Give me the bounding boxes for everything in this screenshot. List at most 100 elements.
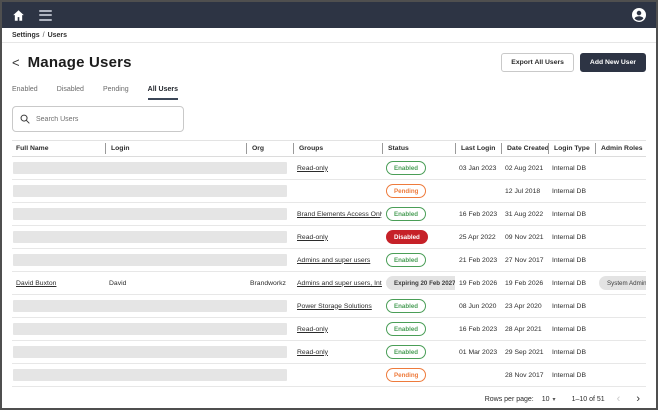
breadcrumb-users-link[interactable]: Users xyxy=(47,32,68,39)
cell-status: Expiring 20 Feb 2027 xyxy=(382,276,455,290)
cell-status: Enabled xyxy=(382,299,455,313)
redacted-user-bar xyxy=(12,323,293,335)
rows-per-page-select[interactable]: 10 ▾ xyxy=(542,396,556,403)
cell-date-created: 12 Jul 2018 xyxy=(505,187,541,195)
cell-status: Disabled xyxy=(382,230,455,244)
user-groups-link[interactable]: Admins and super users xyxy=(297,256,371,264)
cell-login-type: Internal DB xyxy=(552,233,587,241)
status-badge: Disabled xyxy=(386,230,428,244)
next-page-button[interactable]: › xyxy=(636,393,640,405)
column-header-org[interactable]: Org xyxy=(246,143,293,154)
cell-status: Pending xyxy=(382,184,455,198)
users-table: Full Name Login Org Groups Status Last L… xyxy=(12,140,646,387)
cell-groups: Power Storage Solutions xyxy=(293,303,382,310)
pagination-bar: Rows per page: 10 ▾ 1–10 of 51 ‹ › xyxy=(2,387,656,408)
cell-last-login: 19 Feb 2026 xyxy=(459,279,498,287)
cell-login-type: Internal DB xyxy=(552,187,587,195)
table-row: David Buxton David Brandworkz Admins and… xyxy=(12,272,646,295)
column-header-groups[interactable]: Groups xyxy=(293,143,382,154)
column-header-admin-roles[interactable]: Admin Roles xyxy=(595,143,646,154)
status-badge: Enabled xyxy=(386,345,427,359)
status-badge: Pending xyxy=(386,184,427,198)
table-row: Admins and super users Enabled 21 Feb 20… xyxy=(12,249,646,272)
redacted-user-bar xyxy=(12,300,293,312)
status-badge: Enabled xyxy=(386,322,427,336)
redacted-user-bar xyxy=(12,185,293,197)
cell-admin-roles: System Admin xyxy=(595,276,646,290)
status-badge: Enabled xyxy=(386,253,427,267)
search-box[interactable] xyxy=(12,106,184,132)
column-header-login[interactable]: Login xyxy=(105,143,246,154)
cell-date-created: 28 Apr 2021 xyxy=(505,325,542,333)
cell-login-type: Internal DB xyxy=(552,256,587,264)
cell-date-created: 28 Nov 2017 xyxy=(505,371,544,379)
table-row: Pending 28 Nov 2017 Internal DB xyxy=(12,364,646,387)
column-header-full-name[interactable]: Full Name xyxy=(16,145,49,152)
tab-pending[interactable]: Pending xyxy=(102,86,129,93)
cell-status: Enabled xyxy=(382,322,455,336)
rows-per-page-label: Rows per page: xyxy=(484,396,534,403)
redacted-user-bar xyxy=(12,162,293,174)
cell-date-created: 29 Sep 2021 xyxy=(505,348,544,356)
cell-org: Brandworkz xyxy=(250,279,286,287)
user-groups-link[interactable]: Read-only xyxy=(297,164,328,172)
user-groups-link[interactable]: Read-only xyxy=(297,325,328,333)
cell-date-created: 31 Aug 2022 xyxy=(505,210,544,218)
breadcrumb-settings-link[interactable]: Settings xyxy=(12,32,40,39)
table-row: Read-only Enabled 01 Mar 2023 29 Sep 202… xyxy=(12,341,646,364)
export-all-users-button[interactable]: Export All Users xyxy=(501,53,574,72)
admin-role-badge: System Admin xyxy=(599,276,646,290)
user-groups-link[interactable]: Brand Elements Access Only xyxy=(297,210,382,218)
page-header: < Manage Users Export All Users Add New … xyxy=(2,43,656,78)
cell-status: Enabled xyxy=(382,207,455,221)
table-body: Read-only Enabled 03 Jan 2023 02 Aug 202… xyxy=(12,157,646,387)
column-header-status[interactable]: Status xyxy=(382,143,455,154)
table-row: Power Storage Solutions Enabled 08 Jun 2… xyxy=(12,295,646,318)
cell-last-login: 21 Feb 2023 xyxy=(459,256,498,264)
cell-login-type: Internal DB xyxy=(552,348,587,356)
user-name-link[interactable]: David Buxton xyxy=(16,279,57,287)
rows-per-page-value: 10 xyxy=(541,396,550,403)
cell-status: Pending xyxy=(382,368,455,382)
account-icon[interactable] xyxy=(632,8,646,22)
user-groups-link[interactable]: Power Storage Solutions xyxy=(297,302,372,310)
home-icon[interactable] xyxy=(12,9,25,22)
cell-last-login: 16 Feb 2023 xyxy=(459,210,498,218)
cell-groups: Brand Elements Access Only xyxy=(293,211,382,218)
add-new-user-button[interactable]: Add New User xyxy=(579,53,646,72)
cell-full-name: David Buxton xyxy=(12,280,105,287)
top-navigation-bar xyxy=(2,2,656,28)
table-row: Pending 12 Jul 2018 Internal DB xyxy=(12,180,646,203)
search-icon xyxy=(20,114,30,124)
cell-groups: Admins and super users xyxy=(293,257,382,264)
user-groups-link[interactable]: Read-only xyxy=(297,233,328,241)
column-header-date-created[interactable]: Date Created xyxy=(501,143,548,154)
redacted-user-bar xyxy=(12,346,293,358)
prev-page-button[interactable]: ‹ xyxy=(616,393,621,405)
redacted-user-bar xyxy=(12,208,293,220)
tab-disabled[interactable]: Disabled xyxy=(56,86,84,93)
table-header-row: Full Name Login Org Groups Status Last L… xyxy=(12,140,646,157)
cell-last-login: 25 Apr 2022 xyxy=(459,233,496,241)
redacted-user-bar xyxy=(12,254,293,266)
cell-status: Enabled xyxy=(382,253,455,267)
cell-groups: Read-only xyxy=(293,326,382,333)
tab-enabled[interactable]: Enabled xyxy=(12,86,38,93)
cell-login-type: Internal DB xyxy=(552,325,587,333)
cell-date-created: 09 Nov 2021 xyxy=(505,233,544,241)
cell-date-created: 23 Apr 2020 xyxy=(505,302,542,310)
back-chevron-icon[interactable]: < xyxy=(12,55,20,70)
search-input[interactable] xyxy=(36,115,176,123)
cell-date-created: 02 Aug 2021 xyxy=(505,164,544,172)
tab-all-users[interactable]: All Users xyxy=(147,86,179,100)
cell-last-login: 16 Feb 2023 xyxy=(459,325,498,333)
column-header-login-type[interactable]: Login Type xyxy=(548,143,595,154)
table-row: Read-only Disabled 25 Apr 2022 09 Nov 20… xyxy=(12,226,646,249)
cell-groups: Admins and super users, Integ... xyxy=(293,280,382,287)
hamburger-menu-icon[interactable] xyxy=(39,9,52,21)
cell-date-created: 27 Nov 2017 xyxy=(505,256,544,264)
user-groups-link[interactable]: Read-only xyxy=(297,348,328,356)
column-header-last-login[interactable]: Last Login xyxy=(455,143,501,154)
user-groups-link[interactable]: Admins and super users, Integ... xyxy=(297,279,382,287)
